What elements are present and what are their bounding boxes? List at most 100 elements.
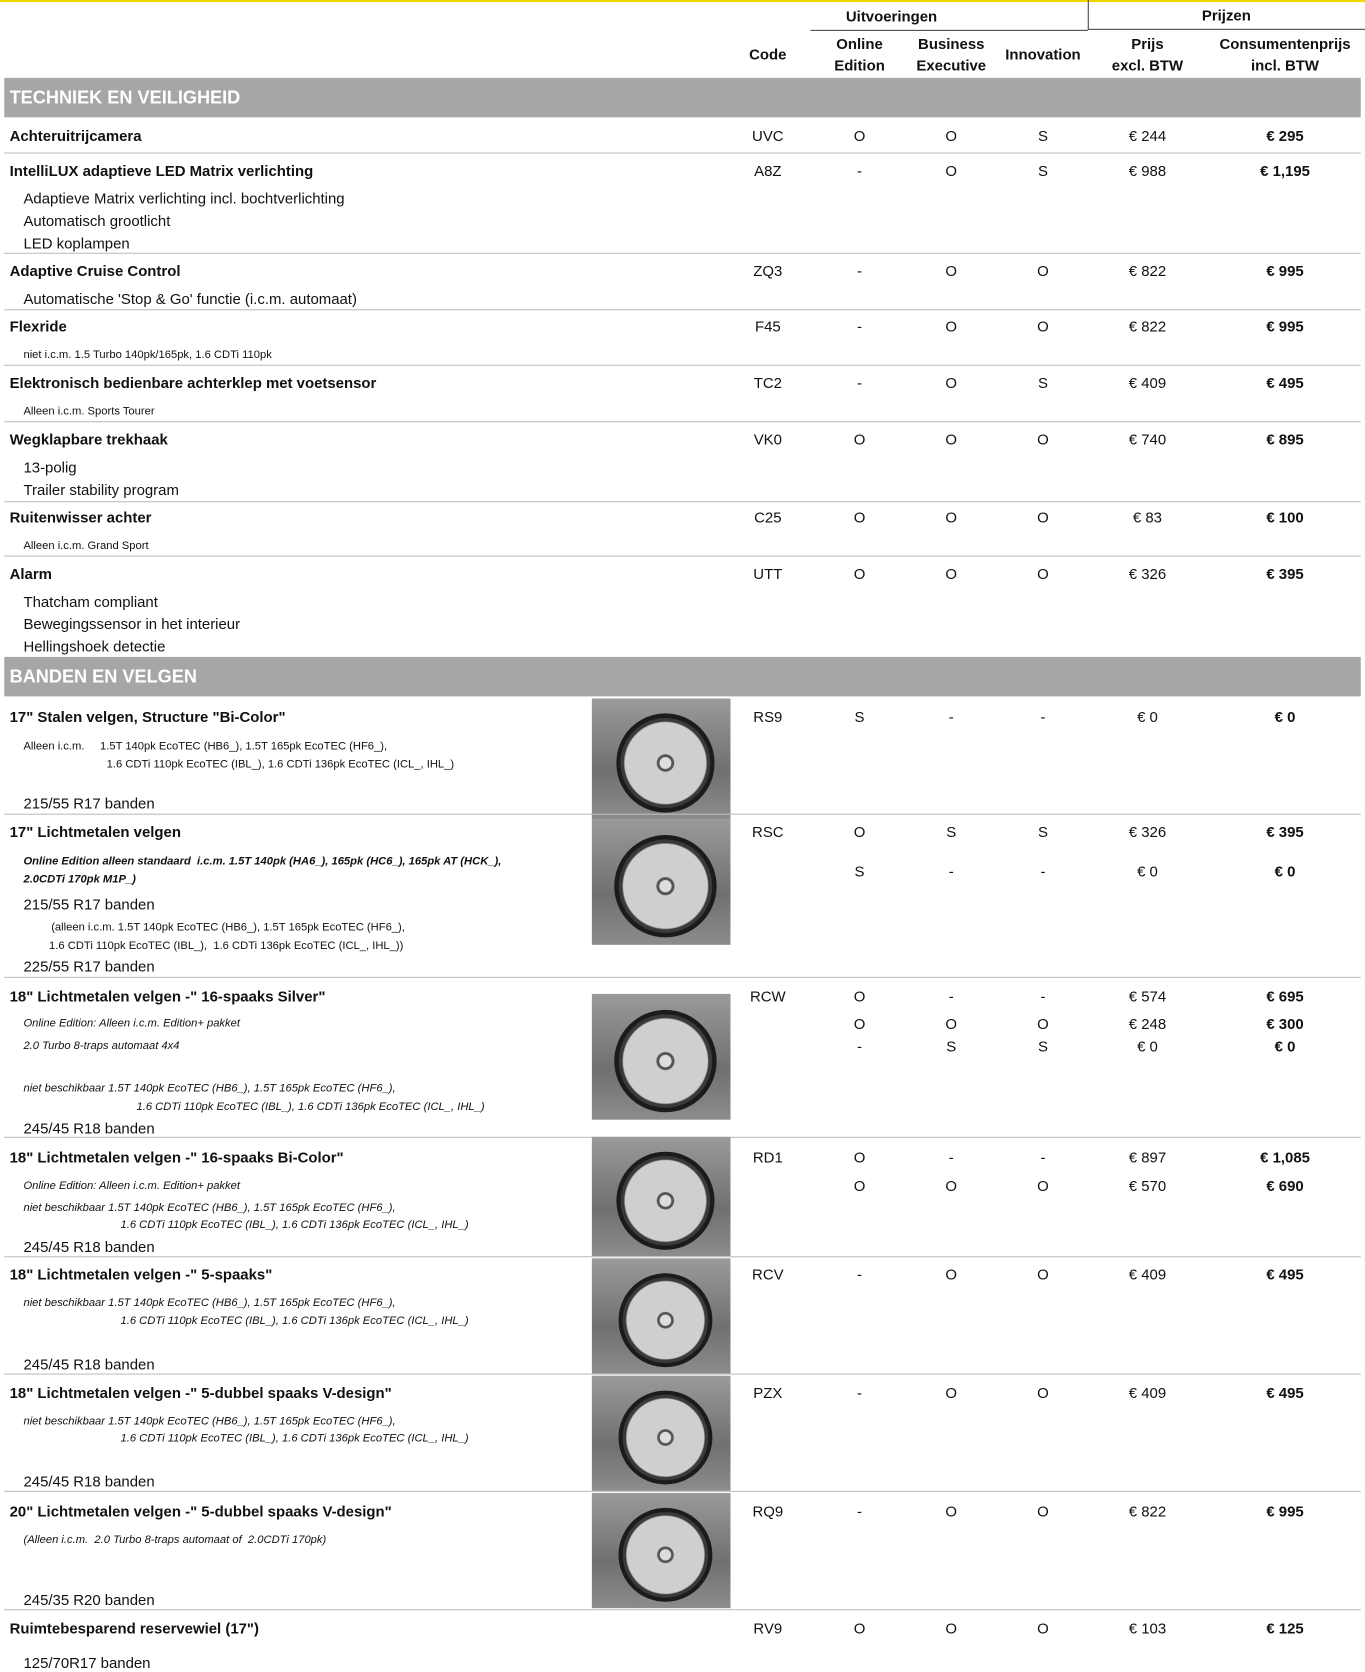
price: € 822	[1128, 317, 1167, 335]
price: € 409	[1128, 1384, 1167, 1402]
option-code: RV9	[753, 1619, 783, 1637]
availability: O	[853, 126, 866, 144]
availability: O	[1037, 1619, 1049, 1637]
group-label: Prijzen	[1201, 6, 1251, 24]
option-note: 245/45 R18 banden	[23, 1119, 155, 1137]
consumer-price: € 895	[1266, 430, 1304, 448]
row-divider	[4, 1256, 1361, 1258]
option-name: 18" Lichtmetalen velgen -" 5-spaaks"	[9, 1265, 273, 1283]
option-code: RCV	[752, 1265, 784, 1283]
option-note: 245/45 R18 banden	[23, 1355, 155, 1373]
availability: O	[1037, 1177, 1049, 1195]
column-header: Code	[749, 45, 787, 63]
top-rule	[0, 0, 1365, 3]
option-name: Ruimtebesparend reservewiel (17")	[9, 1619, 259, 1637]
availability: O	[945, 1265, 958, 1283]
row-divider	[4, 976, 1361, 978]
tyre	[616, 1151, 715, 1250]
availability: -	[948, 862, 954, 880]
option-note: Online Edition alleen standaard i.c.m. 1…	[23, 854, 502, 868]
price: € 83	[1132, 508, 1162, 526]
option-note: 1.6 CDTi 110pk EcoTEC (IBL_), 1.6 CDTi 1…	[120, 1431, 469, 1445]
availability: O	[945, 1015, 958, 1033]
price: € 574	[1128, 987, 1167, 1005]
option-code: A8Z	[754, 162, 782, 180]
option-code: UTT	[753, 565, 783, 583]
option-code: RCW	[749, 987, 786, 1005]
tyre	[613, 834, 718, 938]
group-label: Uitvoeringen	[845, 7, 938, 25]
option-note: Adaptieve Matrix verlichting incl. bocht…	[23, 189, 345, 207]
option-note: Alleen i.c.m. 1.5T 140pk EcoTEC (HB6_), …	[23, 739, 388, 753]
option-note: LED koplampen	[23, 234, 130, 252]
option-note: 13-polig	[23, 458, 77, 476]
option-note: Automatisch grootlicht	[23, 212, 171, 230]
availability: O	[1037, 262, 1049, 280]
option-note: 245/45 R18 banden	[23, 1238, 155, 1256]
availability: O	[1037, 430, 1049, 448]
option-note: Alleen i.c.m. Sports Tourer	[23, 404, 155, 418]
row-divider	[4, 152, 1361, 154]
consumer-price: € 300	[1266, 1015, 1304, 1033]
availability: O	[945, 508, 958, 526]
column-header: Online	[836, 35, 883, 53]
availability: -	[857, 262, 863, 280]
price: € 326	[1128, 565, 1167, 583]
row-divider	[4, 555, 1361, 557]
availability: S	[1037, 823, 1048, 841]
consumer-price: € 0	[1274, 708, 1296, 726]
option-note: Alleen i.c.m. Grand Sport	[23, 539, 149, 553]
consumer-price: € 0	[1274, 862, 1296, 880]
availability: O	[945, 262, 958, 280]
option-note: niet beschikbaar 1.5T 140pk EcoTEC (HB6_…	[23, 1414, 396, 1428]
availability: O	[1037, 1502, 1049, 1520]
consumer-price: € 995	[1266, 1502, 1304, 1520]
price: € 409	[1128, 374, 1167, 392]
option-note: 215/55 R17 banden	[23, 794, 155, 812]
option-code: RSC	[752, 823, 784, 841]
availability: O	[945, 317, 958, 335]
row-divider	[4, 813, 1361, 815]
availability: S	[1037, 126, 1048, 144]
row-divider	[4, 252, 1361, 254]
row-divider	[4, 421, 1361, 423]
option-code: UVC	[752, 126, 784, 144]
availability: O	[1037, 317, 1049, 335]
price: € 0	[1137, 1037, 1158, 1055]
option-note: niet beschikbaar 1.5T 140pk EcoTEC (HB6_…	[23, 1082, 396, 1095]
availability: S	[854, 862, 865, 880]
column-header: incl. BTW	[1251, 56, 1320, 74]
tyre	[618, 1507, 713, 1603]
availability: O	[853, 987, 866, 1005]
availability: S	[1037, 162, 1048, 180]
wheel-image	[591, 698, 731, 820]
option-note: 215/55 R17 banden	[23, 895, 155, 913]
consumer-price: € 100	[1266, 508, 1304, 526]
row-divider	[4, 1490, 1361, 1492]
availability: -	[857, 317, 863, 335]
option-name: Ruitenwisser achter	[9, 508, 152, 526]
price: € 0	[1137, 708, 1158, 726]
option-note: 125/70R17 banden	[23, 1654, 151, 1672]
option-code: RD1	[752, 1148, 783, 1166]
tyre	[613, 1009, 718, 1113]
availability: -	[857, 1502, 863, 1520]
availability: O	[853, 508, 866, 526]
option-note: Hellingshoek detectie	[23, 637, 166, 655]
availability: O	[945, 1619, 958, 1637]
row-divider	[4, 501, 1361, 503]
availability: -	[1040, 987, 1046, 1005]
group-box	[1087, 0, 1365, 30]
wheel-image	[591, 1258, 731, 1374]
availability: O	[853, 1619, 866, 1637]
option-code: F45	[754, 317, 781, 335]
column-header: Consumentenprijs	[1219, 35, 1351, 53]
price: € 822	[1128, 262, 1167, 280]
availability: O	[1037, 1384, 1049, 1402]
option-code: RS9	[753, 708, 783, 726]
option-note: 245/45 R18 banden	[23, 1472, 155, 1490]
option-name: IntelliLUX adaptieve LED Matrix verlicht…	[9, 162, 314, 180]
option-note: 2.0CDTi 170pk M1P_)	[23, 873, 136, 886]
availability: O	[945, 126, 958, 144]
option-note: Online Edition: Alleen i.c.m. Edition+ p…	[23, 1017, 240, 1030]
